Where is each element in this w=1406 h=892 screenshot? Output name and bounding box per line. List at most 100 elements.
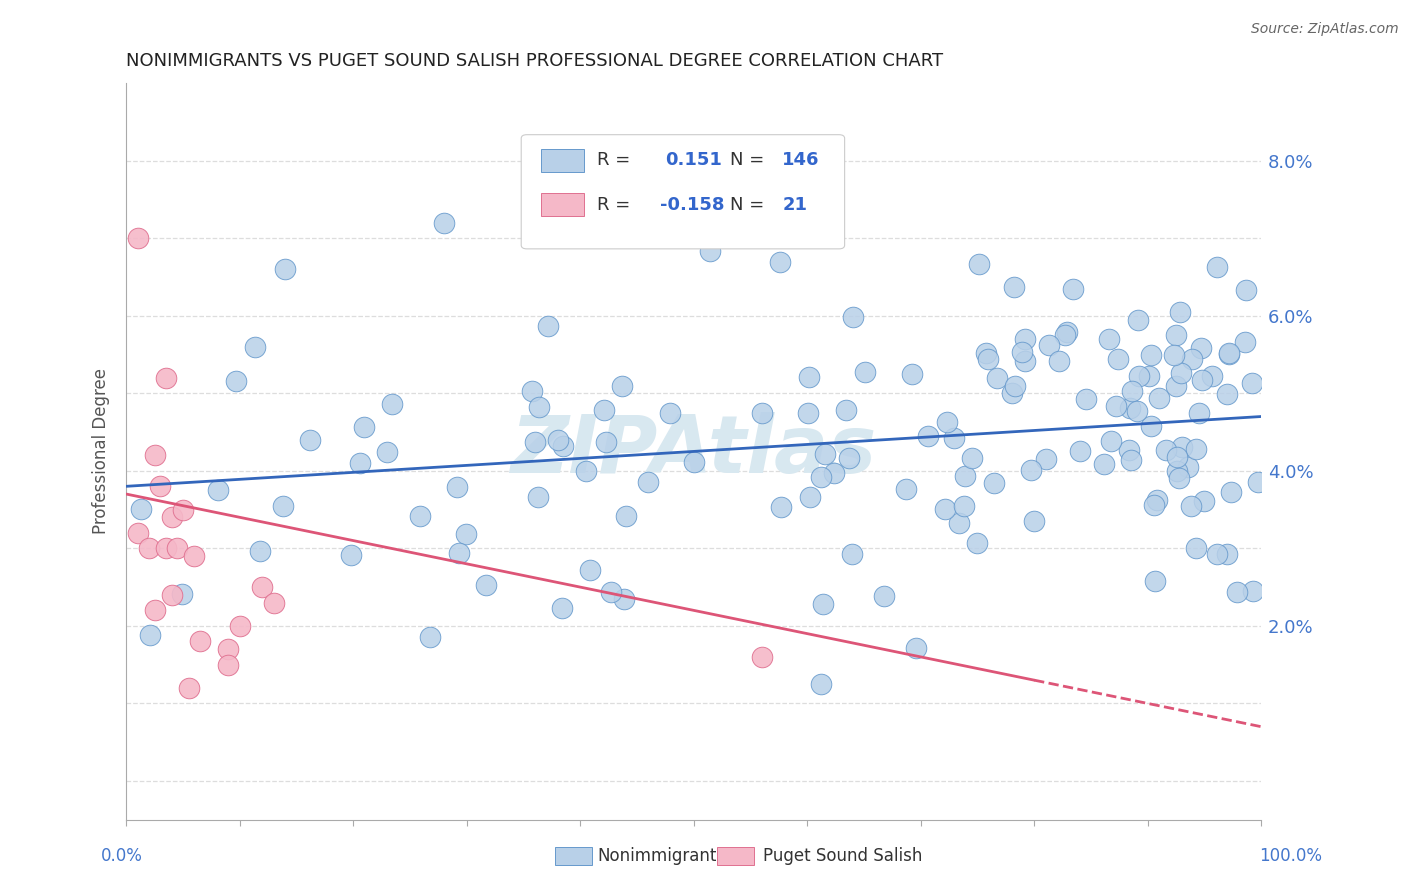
Point <box>1170 367 1192 381</box>
Point <box>1241 376 1264 390</box>
Point <box>873 589 896 603</box>
Text: 146: 146 <box>782 152 820 169</box>
Point <box>1181 351 1204 366</box>
Point <box>855 365 877 379</box>
FancyBboxPatch shape <box>540 149 583 172</box>
Point <box>751 407 773 421</box>
Point <box>842 310 865 325</box>
Point <box>160 588 183 602</box>
Text: 21: 21 <box>782 195 807 214</box>
Point <box>1019 463 1042 477</box>
Point <box>1002 279 1025 293</box>
Point <box>1107 351 1129 366</box>
Point <box>1170 304 1192 318</box>
Point <box>900 368 922 382</box>
Point <box>1069 444 1091 458</box>
Point <box>1192 494 1215 508</box>
Point <box>574 464 596 478</box>
Point <box>433 216 456 230</box>
Point <box>537 318 560 333</box>
Text: 0.0%: 0.0% <box>101 847 143 865</box>
Point <box>1121 384 1143 398</box>
Point <box>810 470 832 484</box>
Point <box>523 434 546 449</box>
Point <box>1220 484 1243 499</box>
Point <box>936 416 959 430</box>
Point <box>172 502 194 516</box>
Point <box>1011 344 1033 359</box>
Point <box>841 547 863 561</box>
Point <box>188 634 211 648</box>
Point <box>520 384 543 398</box>
Point <box>454 526 477 541</box>
Text: Nonimmigrants: Nonimmigrants <box>598 847 725 865</box>
Point <box>527 400 550 414</box>
Point <box>595 435 617 450</box>
Point <box>1074 392 1097 406</box>
Point <box>1143 574 1166 588</box>
Point <box>1001 386 1024 401</box>
Point <box>1121 453 1143 467</box>
Point <box>934 502 956 516</box>
Point <box>976 352 998 367</box>
Point <box>409 508 432 523</box>
Text: 100.0%: 100.0% <box>1258 847 1322 865</box>
Point <box>838 450 860 465</box>
Point <box>986 371 1008 385</box>
Text: 0.151: 0.151 <box>665 152 723 169</box>
Point <box>823 466 845 480</box>
Point <box>298 433 321 447</box>
Point <box>1099 434 1122 448</box>
Point <box>1164 328 1187 343</box>
Point <box>1139 348 1161 362</box>
Point <box>1014 354 1036 368</box>
Point <box>814 447 837 461</box>
Point <box>952 499 974 513</box>
Point <box>207 483 229 497</box>
Point <box>1139 418 1161 433</box>
Text: -0.158: -0.158 <box>659 195 724 214</box>
Point <box>1035 451 1057 466</box>
Point <box>127 525 149 540</box>
Point <box>1105 399 1128 413</box>
Text: ZIPAtlas: ZIPAtlas <box>510 412 877 491</box>
Y-axis label: Professional Degree: Professional Degree <box>93 368 110 534</box>
Point <box>127 231 149 245</box>
Point <box>1241 583 1264 598</box>
Point <box>1166 464 1188 478</box>
Point <box>177 681 200 695</box>
Text: N =: N = <box>730 195 770 214</box>
Point <box>671 208 693 222</box>
Text: R =: R = <box>598 152 637 169</box>
Point <box>810 676 832 690</box>
Point <box>797 406 820 420</box>
Point <box>1171 440 1194 454</box>
Text: N =: N = <box>730 152 770 169</box>
Point <box>683 455 706 469</box>
Point <box>917 429 939 443</box>
Point <box>637 475 659 489</box>
Point <box>835 403 858 417</box>
Point <box>614 509 637 524</box>
Text: Puget Sound Salish: Puget Sound Salish <box>763 847 922 865</box>
Point <box>1191 373 1213 387</box>
Point <box>1247 475 1270 489</box>
Point <box>217 657 239 672</box>
Point <box>129 502 152 516</box>
Point <box>252 580 274 594</box>
Point <box>799 490 821 504</box>
Point <box>353 420 375 434</box>
Point <box>1166 450 1188 464</box>
Point <box>1062 282 1084 296</box>
Point <box>149 479 172 493</box>
Point <box>1177 460 1199 475</box>
Point <box>1184 541 1206 555</box>
Point <box>1218 346 1240 360</box>
Point <box>160 510 183 524</box>
Point <box>1201 369 1223 384</box>
Point <box>143 448 166 462</box>
Point <box>274 262 297 277</box>
Point <box>1226 584 1249 599</box>
Point <box>447 546 470 560</box>
Point <box>446 480 468 494</box>
